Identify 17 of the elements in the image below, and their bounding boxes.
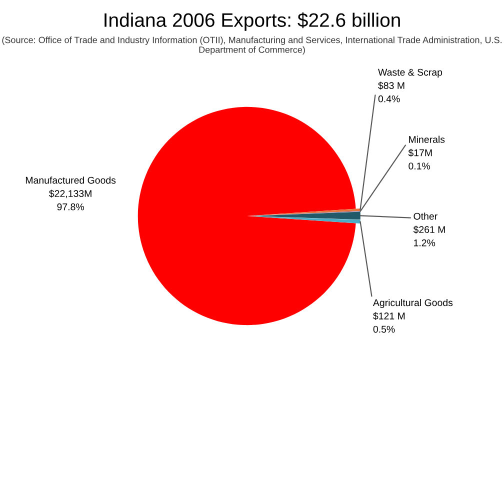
slice-label: Minerals [409, 136, 445, 143]
slice-label: Other [414, 212, 438, 220]
text: 97.8% [57, 203, 84, 210]
slice-label: Waste & Scrap [378, 68, 442, 78]
text: 0.1% [408, 162, 430, 170]
data-label: $17M [408, 148, 432, 157]
data-label: $261 M [413, 226, 445, 234]
slice-label: Manufactured Goods [26, 176, 116, 184]
data-label: $22,133M [49, 190, 92, 198]
text: 0.4% [378, 95, 400, 102]
data-label: $121 M [373, 312, 405, 320]
chart-subtitle: (Source: Office of Trade and Industry Information (OTII), Manufacturing and Services, International Trade Administration, U.S. Department of Commerce) [2, 36, 502, 55]
slice-label: Agricultural Goods [372, 298, 453, 308]
data-label: $83 M [378, 82, 404, 90]
text: 0.5% [373, 326, 395, 333]
text: 1.2% [414, 239, 436, 246]
chart-title: Indiana 2006 Exports: $22.6 billion [104, 12, 400, 31]
